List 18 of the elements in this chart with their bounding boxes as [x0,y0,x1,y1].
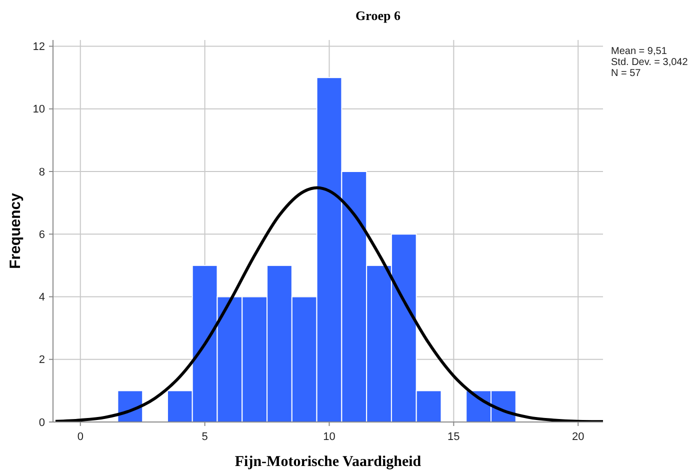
y-tick-label: 4 [38,292,45,304]
text: Mean = 9,51 [611,46,668,57]
y-tick-label: 0 [38,416,45,429]
x-tick-label: 0 [77,431,84,443]
chart-title: Groep 6 [356,8,401,23]
x-tick-label: 15 [448,431,460,443]
y-tick-label: 10 [32,104,45,116]
text: N = 57 [611,68,642,79]
x-tick-label: 10 [323,431,336,443]
y-tick-label: 2 [38,354,45,366]
text: Std. Dev. = 3,042 [611,57,688,68]
x-tick-label: 20 [572,431,584,443]
y-tick-label: 6 [38,228,45,241]
x-tick-label: 5 [202,431,208,443]
y-axis-title: Frequency [7,192,24,269]
x-axis-title: Fijn-Motorische Vaardigheid [234,454,422,470]
y-tick-label: 12 [32,41,45,54]
y-tick-label: 8 [38,166,45,178]
